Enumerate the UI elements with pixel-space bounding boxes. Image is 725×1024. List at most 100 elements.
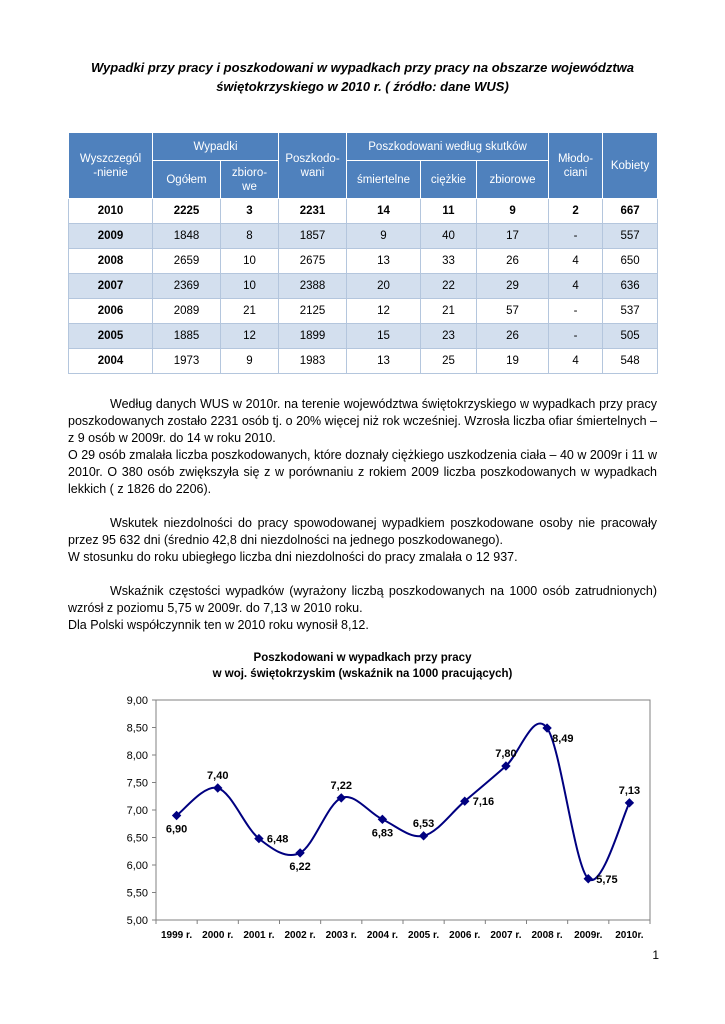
table-cell: 57 bbox=[475, 298, 550, 324]
header-accidents-total: Ogółem bbox=[152, 160, 221, 199]
table-cell: 2231 bbox=[278, 198, 347, 224]
data-label: 6,48 bbox=[267, 834, 288, 846]
table-row: 2005 1885 12 1899 15 23 26-505 bbox=[68, 323, 659, 349]
table-cell: 1848 bbox=[152, 223, 221, 249]
header-juveniles: Młodo- ciani bbox=[548, 132, 604, 199]
svg-text:6,50: 6,50 bbox=[127, 833, 148, 845]
table-row: 2004 1973 9 1983 13 25 19 4 548 bbox=[68, 348, 659, 374]
table-cell: 4 bbox=[548, 273, 604, 299]
data-label: 6,90 bbox=[166, 824, 187, 836]
paragraph: Wskutek niezdolności do pracy spowodowan… bbox=[68, 516, 657, 547]
table-cell: 1899 bbox=[278, 323, 347, 349]
table-body: 2010 2225 3 2231 14 11 9 2 667 2009 1848 8 1857 9 40 17… bbox=[68, 198, 659, 374]
paragraph: Według danych WUS w 2010r. na terenie wo… bbox=[68, 397, 657, 445]
table-cell: 33 bbox=[420, 248, 477, 274]
table-cell: 4 bbox=[548, 248, 604, 274]
table-cell: 23 bbox=[420, 323, 477, 349]
document-title-line1: Wypadki przy pracy i poszkodowani w wypa… bbox=[90, 60, 635, 75]
table-cell: 10 bbox=[220, 248, 279, 274]
table-cell: 13 bbox=[346, 348, 421, 374]
svg-text:2000 r.: 2000 r. bbox=[202, 930, 233, 941]
svg-text:7,00: 7,00 bbox=[127, 805, 148, 817]
svg-text:6,00: 6,00 bbox=[127, 860, 148, 872]
svg-text:2002 r.: 2002 r. bbox=[285, 930, 316, 941]
table-cell: 636 bbox=[602, 273, 659, 299]
table-cell: - bbox=[548, 298, 604, 324]
svg-text:5,50: 5,50 bbox=[127, 888, 148, 900]
header-accidents-collective: zbioro- we bbox=[220, 160, 279, 199]
table-cell: 19 bbox=[475, 348, 550, 374]
table-cell: 12 bbox=[220, 323, 279, 349]
header-effect-collective: zbiorowe bbox=[475, 160, 550, 199]
table-cell: 21 bbox=[420, 298, 477, 324]
table-cell: 29 bbox=[475, 273, 550, 299]
chart-title-line1: Poszkodowani w wypadkach przy pracy bbox=[253, 652, 472, 664]
table-header: Wyszczegól -nienie Wypadki Poszkodo- wan… bbox=[68, 132, 659, 199]
table-cell: 21 bbox=[220, 298, 279, 324]
data-label: 6,53 bbox=[413, 818, 434, 830]
table-cell: 9 bbox=[475, 198, 550, 224]
row-year: 2007 bbox=[68, 273, 153, 299]
table-cell: - bbox=[548, 223, 604, 249]
header-injured-total: Poszkodo- wani bbox=[278, 132, 347, 199]
header-by-effect-group: Poszkodowani według skutków bbox=[345, 132, 550, 161]
svg-text:2001 r.: 2001 r. bbox=[243, 930, 274, 941]
table-cell: 8 bbox=[220, 223, 279, 249]
table-cell: 2369 bbox=[152, 273, 221, 299]
table-row: 2010 2225 3 2231 14 11 9 2 667 bbox=[68, 198, 659, 224]
data-label: 7,13 bbox=[619, 785, 640, 797]
document-title-line2: świętokrzyskiego w 2010 r. ( źródło: dan… bbox=[216, 79, 509, 94]
data-label: 6,22 bbox=[289, 861, 310, 873]
table-cell: 17 bbox=[475, 223, 550, 249]
table-cell: 14 bbox=[346, 198, 421, 224]
accidents-table: Wyszczegól -nienie Wypadki Poszkodo- wan… bbox=[68, 132, 659, 374]
svg-text:2008 r.: 2008 r. bbox=[532, 930, 563, 941]
svg-text:2005 r.: 2005 r. bbox=[408, 930, 439, 941]
table-cell: 20 bbox=[346, 273, 421, 299]
table-cell: 12 bbox=[346, 298, 421, 324]
table-cell: 2675 bbox=[278, 248, 347, 274]
data-label: 7,80 bbox=[495, 748, 516, 760]
table-row: 2008 2659 10 2675 13 33 26 4 650 bbox=[68, 248, 659, 274]
table-cell: 22 bbox=[420, 273, 477, 299]
header-accidents-group: Wypadki bbox=[152, 132, 279, 161]
header-effect-fatal: śmiertelne bbox=[346, 160, 421, 199]
data-label: 6,83 bbox=[372, 827, 393, 839]
svg-text:2010r.: 2010r. bbox=[615, 930, 644, 941]
table-cell: 1857 bbox=[278, 223, 347, 249]
header-women: Kobiety bbox=[602, 132, 659, 199]
table-cell: 9 bbox=[346, 223, 421, 249]
table-cell: 505 bbox=[602, 323, 659, 349]
svg-text:2009r.: 2009r. bbox=[574, 930, 603, 941]
table-cell: 11 bbox=[420, 198, 477, 224]
table-cell: 2388 bbox=[278, 273, 347, 299]
svg-text:7,50: 7,50 bbox=[127, 778, 148, 790]
table-cell: 557 bbox=[602, 223, 659, 249]
data-label: 7,22 bbox=[331, 780, 352, 792]
table-row: 2009 1848 8 1857 9 40 17-557 bbox=[68, 223, 659, 249]
table-cell: 548 bbox=[602, 348, 659, 374]
data-label: 7,40 bbox=[207, 770, 228, 782]
svg-text:9,00: 9,00 bbox=[127, 695, 148, 707]
svg-text:5,00: 5,00 bbox=[127, 915, 148, 927]
svg-text:2003 r.: 2003 r. bbox=[326, 930, 357, 941]
row-year: 2006 bbox=[68, 298, 153, 324]
report-text: Według danych WUS w 2010r. na terenie wo… bbox=[68, 396, 657, 634]
paragraph: Wskaźnik częstości wypadków (wyrażony li… bbox=[68, 584, 657, 615]
page-number: 1 bbox=[652, 948, 659, 962]
chart-block: Poszkodowani w wypadkach przy pracy w wo… bbox=[68, 650, 657, 950]
svg-text:8,50: 8,50 bbox=[127, 723, 148, 735]
table-cell: 10 bbox=[220, 273, 279, 299]
table-cell: 2 bbox=[548, 198, 604, 224]
table-cell: 2089 bbox=[152, 298, 221, 324]
table-cell: 26 bbox=[475, 248, 550, 274]
row-year: 2010 bbox=[68, 198, 153, 224]
chart-title: Poszkodowani w wypadkach przy pracy w wo… bbox=[68, 650, 657, 682]
table-cell: 4 bbox=[548, 348, 604, 374]
table-cell: 3 bbox=[220, 198, 279, 224]
svg-text:8,00: 8,00 bbox=[127, 750, 148, 762]
table-row: 2006 2089 21 2125 12 21 57-537 bbox=[68, 298, 659, 324]
paragraph: Dla Polski współczynnik ten w 2010 roku … bbox=[68, 618, 369, 632]
table-cell: 13 bbox=[346, 248, 421, 274]
